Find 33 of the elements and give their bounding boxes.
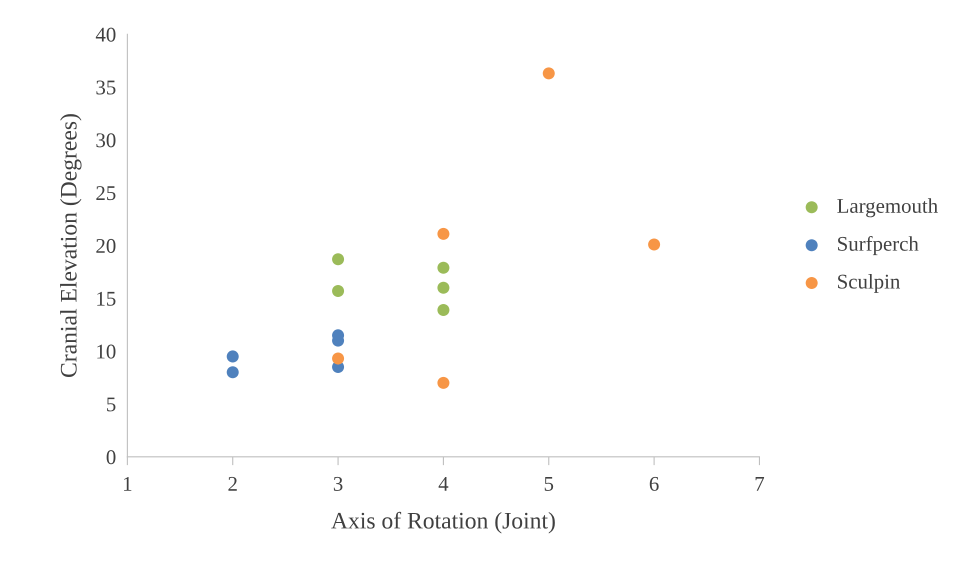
point [437, 304, 450, 316]
y-tick-label: 0 [106, 450, 116, 464]
point [648, 238, 660, 250]
x-axis-title: Axis of Rotation (Joint) [331, 512, 555, 534]
y-tick-label: 5 [107, 398, 116, 412]
y-tick-label: 25 [96, 186, 116, 200]
x-tick-label: 6 [650, 476, 659, 491]
legend-label: Largemouth [837, 198, 938, 218]
point [226, 366, 239, 378]
x-tick-label: 3 [334, 476, 342, 491]
y-tick-label: 10 [97, 344, 116, 359]
y-axis-title: Cranial Elevation (Degrees) [60, 114, 82, 377]
x-tick-label: 4 [438, 476, 448, 491]
y-tick-label: 40 [96, 28, 116, 42]
y-tick-label: 15 [97, 292, 116, 306]
y-tick-label: 35 [96, 80, 116, 95]
point [437, 228, 450, 240]
point [437, 282, 450, 294]
point [332, 253, 344, 266]
legend-label: Sculpin [838, 274, 900, 293]
point [332, 284, 344, 297]
point [226, 350, 239, 362]
x-tick-label: 2 [228, 476, 237, 491]
legend-label: Surfperch [838, 236, 919, 256]
point [542, 67, 555, 80]
point [332, 352, 344, 365]
point [437, 262, 450, 274]
x-tick-label: 1 [124, 476, 132, 491]
x-tick-label: 7 [756, 477, 764, 491]
x-tick-label: 5 [544, 477, 554, 491]
point [437, 376, 450, 389]
y-tick-label: 20 [96, 238, 116, 253]
y-tick-label: 30 [96, 133, 116, 148]
